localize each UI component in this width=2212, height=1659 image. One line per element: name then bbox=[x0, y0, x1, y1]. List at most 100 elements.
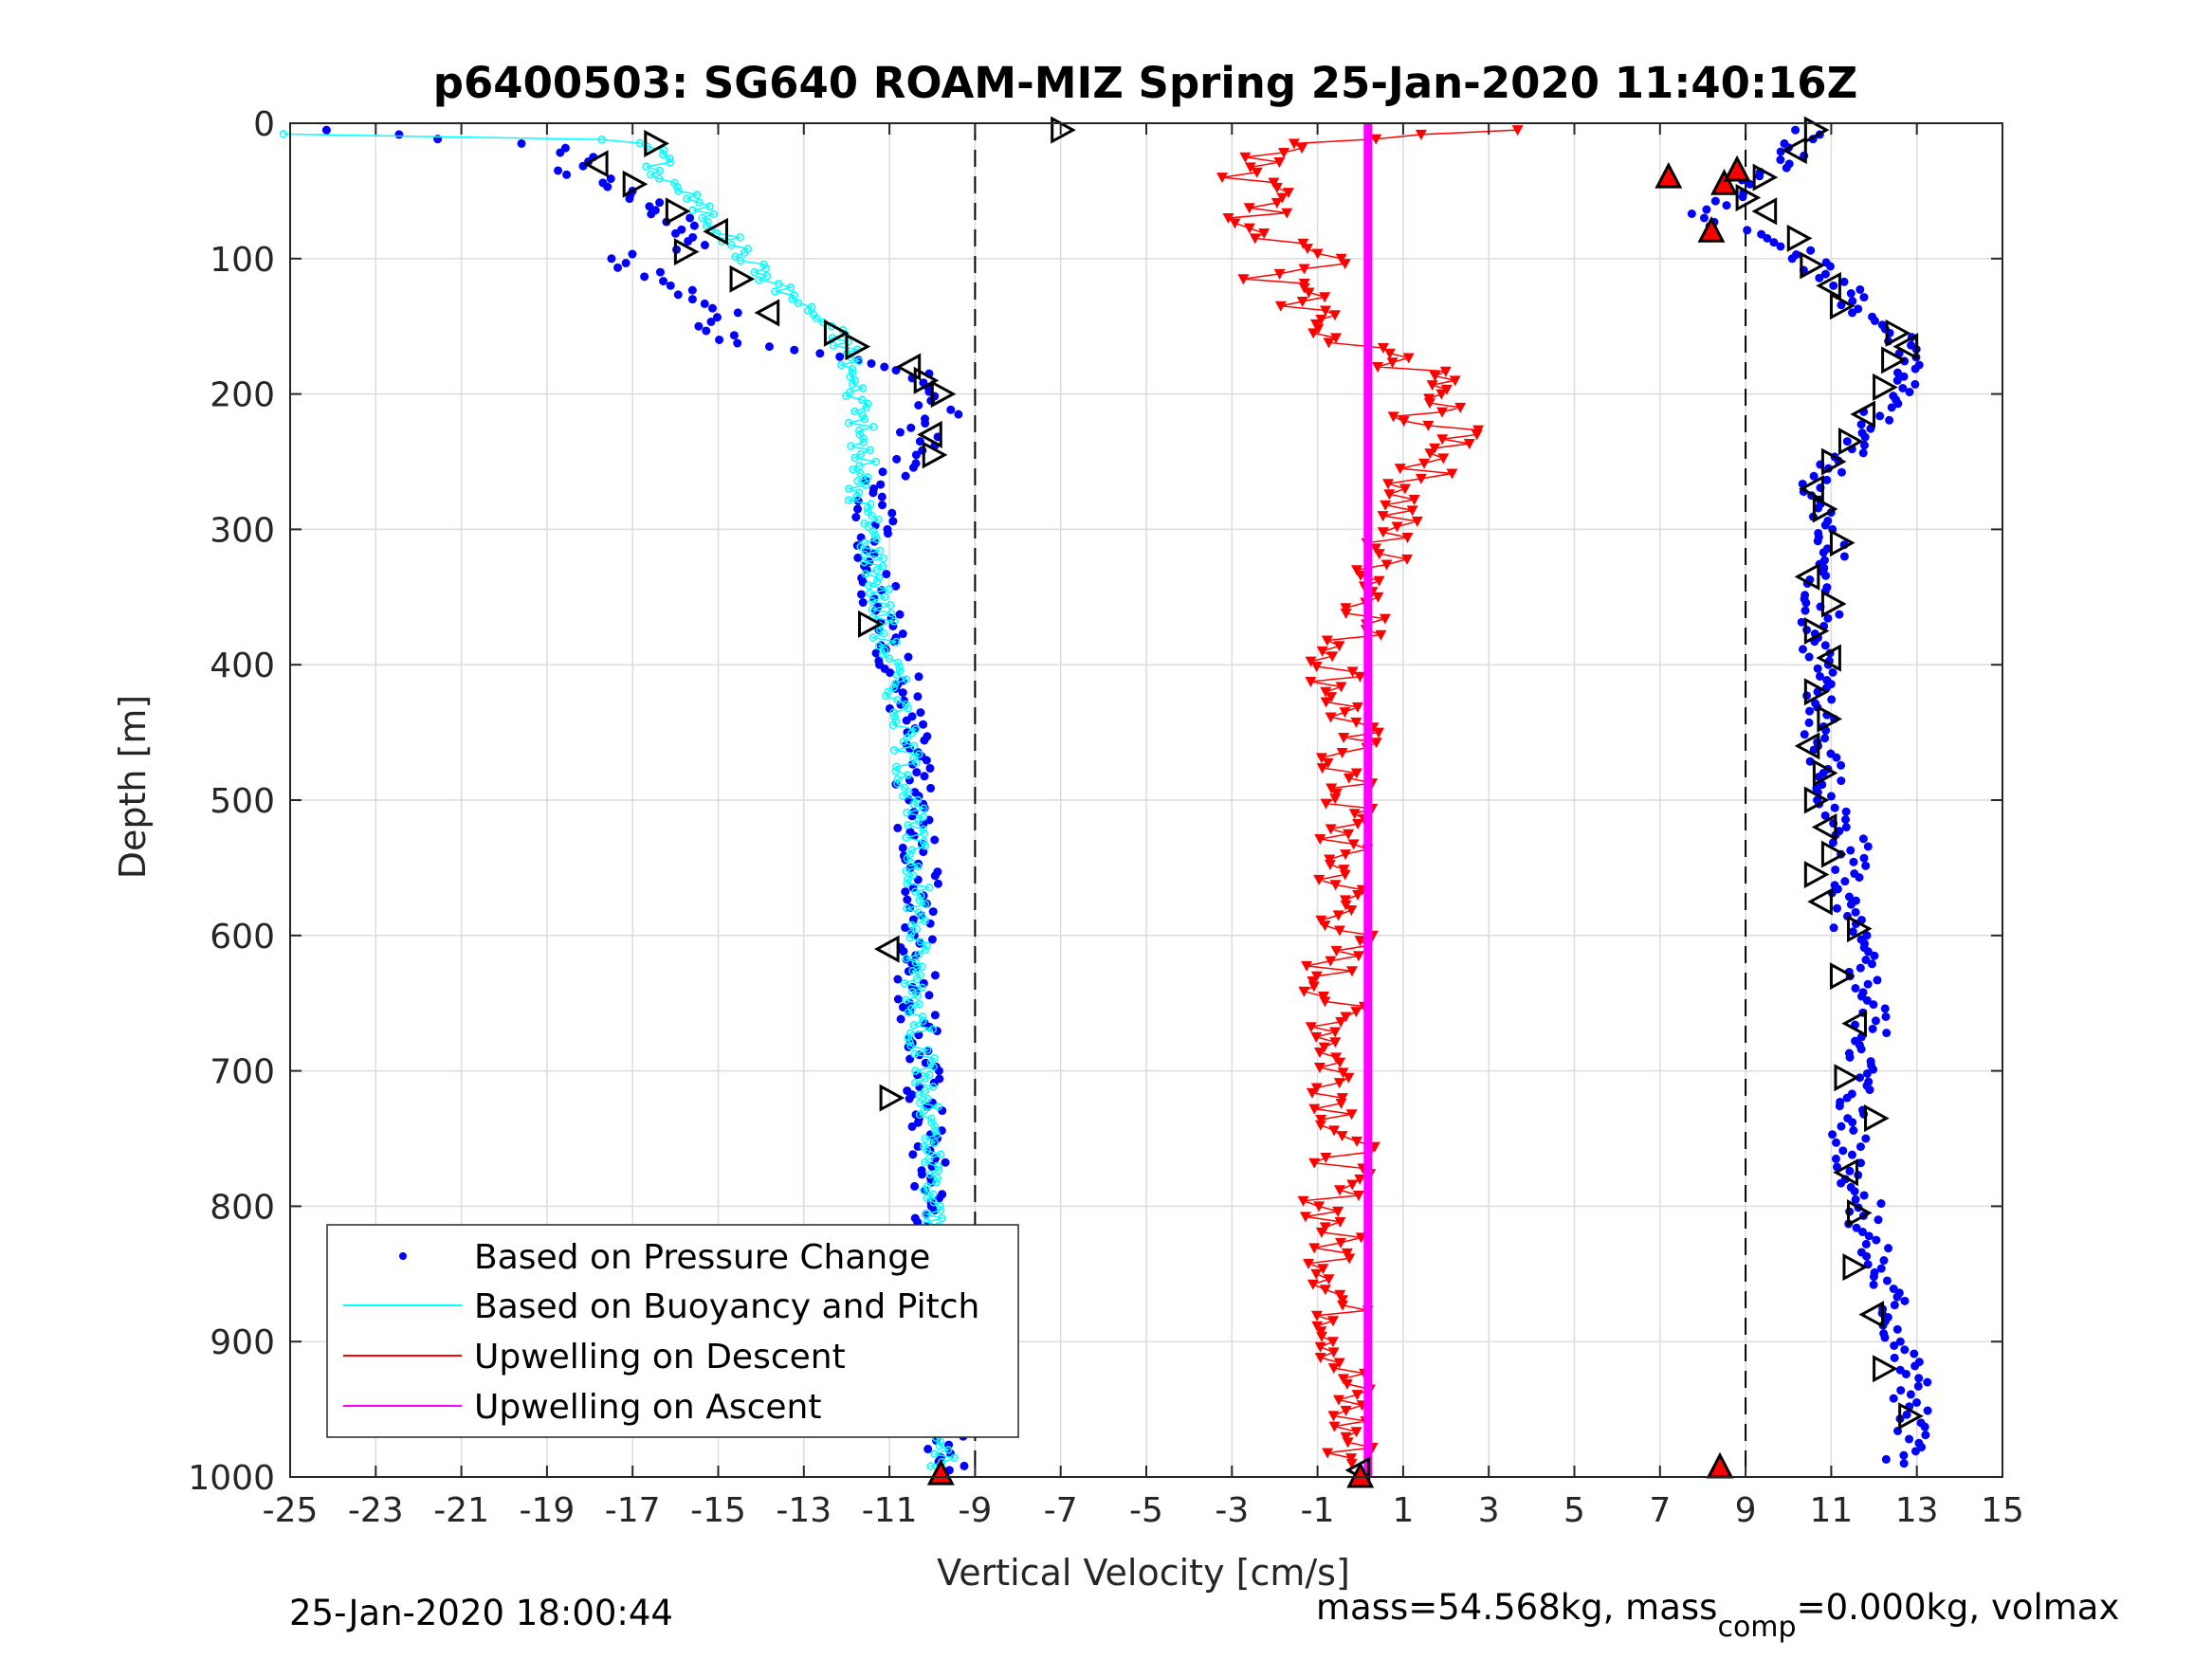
pressure-change-point bbox=[1864, 1231, 1874, 1241]
pressure-change-point bbox=[1837, 1178, 1846, 1188]
x-tick-label: -19 bbox=[519, 1491, 575, 1530]
pressure-change-point bbox=[1898, 383, 1908, 392]
buoyancy-pitch-point bbox=[921, 842, 930, 850]
buoyancy-pitch-point bbox=[860, 414, 869, 424]
pressure-change-point bbox=[1841, 823, 1851, 832]
buoyancy-pitch-point bbox=[902, 866, 910, 875]
upwelling-descent-point bbox=[1398, 483, 1411, 495]
upwelling-descent-point bbox=[1336, 1093, 1348, 1104]
upwelling-descent-point bbox=[1340, 1405, 1352, 1416]
buoyancy-pitch-point bbox=[862, 403, 870, 412]
upwelling-descent-point bbox=[1249, 233, 1261, 245]
pressure-change-point bbox=[1868, 1024, 1877, 1033]
pressure-change-point bbox=[1699, 213, 1709, 223]
buoyancy-pitch-point bbox=[936, 1202, 944, 1211]
buoyancy-pitch-point bbox=[934, 1103, 942, 1111]
open-triangle-marker bbox=[754, 299, 780, 327]
pressure-change-point bbox=[1787, 254, 1797, 264]
legend-entry-ascent: Upwelling on Ascent bbox=[474, 1388, 821, 1427]
buoyancy-pitch-point bbox=[854, 488, 864, 497]
pressure-change-point bbox=[1892, 1324, 1902, 1334]
upwelling-descent-point bbox=[1328, 1125, 1341, 1137]
buoyancy-pitch-point bbox=[930, 1138, 940, 1147]
pressure-change-point bbox=[895, 428, 905, 437]
buoyancy-pitch-point bbox=[905, 787, 913, 796]
pressure-change-point bbox=[908, 1150, 918, 1159]
pressure-change-point bbox=[1910, 364, 1920, 374]
buoyancy-pitch-point bbox=[868, 596, 877, 606]
x-tick-label: -23 bbox=[348, 1491, 404, 1530]
x-tick-label: 11 bbox=[1809, 1491, 1853, 1530]
upwelling-descent-point bbox=[1370, 738, 1382, 749]
pressure-change-point bbox=[1846, 289, 1856, 299]
pressure-change-point bbox=[1856, 1142, 1865, 1152]
buoyancy-pitch-point bbox=[919, 804, 928, 813]
upwelling-descent-point bbox=[1333, 641, 1345, 652]
upwelling-descent-point bbox=[1323, 1274, 1335, 1285]
buoyancy-pitch-point bbox=[889, 708, 898, 717]
pressure-change-point bbox=[919, 978, 928, 988]
pressure-change-point bbox=[1849, 1125, 1858, 1135]
x-tick-label: -15 bbox=[690, 1491, 746, 1530]
x-tick-label: -3 bbox=[1215, 1491, 1249, 1530]
y-tick-label: 400 bbox=[210, 647, 275, 685]
pressure-change-point bbox=[1887, 403, 1896, 412]
pressure-change-point bbox=[1921, 1431, 1930, 1440]
red-triangle-marker bbox=[926, 1458, 955, 1486]
open-triangle-marker bbox=[1846, 1199, 1873, 1228]
buoyancy-pitch-point bbox=[709, 210, 718, 219]
upwelling-descent-point bbox=[1351, 1136, 1363, 1147]
pressure-change-point bbox=[687, 285, 697, 295]
buoyancy-pitch-point bbox=[914, 816, 923, 826]
upwelling-descent-point bbox=[1377, 511, 1389, 522]
upwelling-descent-point bbox=[1402, 353, 1415, 364]
buoyancy-pitch-point bbox=[923, 1146, 931, 1155]
upwelling-descent-point bbox=[1314, 1120, 1326, 1131]
pressure-change-point bbox=[920, 736, 929, 745]
pressure-change-point bbox=[893, 994, 903, 1004]
upwelling-descent-point bbox=[1382, 479, 1395, 490]
upwelling-descent-point bbox=[1305, 677, 1317, 688]
pressure-change-point bbox=[835, 352, 845, 361]
buoyancy-pitch-point bbox=[919, 825, 928, 834]
buoyancy-pitch-point bbox=[919, 812, 928, 821]
buoyancy-pitch-point bbox=[698, 213, 707, 223]
pressure-change-point bbox=[1837, 301, 1846, 310]
upwelling-descent-point bbox=[1343, 773, 1355, 784]
pressure-change-point bbox=[607, 254, 616, 264]
pressure-change-point bbox=[853, 504, 863, 514]
buoyancy-pitch-point bbox=[859, 438, 868, 447]
pressure-change-point bbox=[1809, 745, 1819, 755]
upwelling-descent-point bbox=[1337, 1374, 1349, 1385]
buoyancy-pitch-point bbox=[912, 975, 922, 984]
upwelling-descent-point bbox=[1305, 656, 1317, 667]
pressure-change-point bbox=[321, 125, 331, 135]
buoyancy-pitch-point bbox=[880, 629, 888, 638]
open-triangle-marker bbox=[1842, 1253, 1869, 1282]
buoyancy-pitch-point bbox=[926, 1462, 936, 1470]
buoyancy-pitch-point bbox=[911, 887, 920, 896]
buoyancy-pitch-point bbox=[904, 704, 912, 713]
pressure-change-point bbox=[1855, 873, 1864, 883]
pressure-change-point bbox=[1870, 316, 1879, 325]
upwelling-descent-point bbox=[1383, 348, 1396, 359]
pressure-change-point bbox=[1896, 1386, 1906, 1395]
open-triangle-marker bbox=[1833, 1158, 1858, 1187]
upwelling-descent-point bbox=[1334, 1216, 1346, 1228]
pressure-change-point bbox=[878, 467, 887, 477]
buoyancy-pitch-point bbox=[914, 950, 923, 958]
open-triangle-marker bbox=[1803, 616, 1830, 646]
pressure-change-point bbox=[930, 1011, 940, 1020]
upwelling-descent-point bbox=[1243, 223, 1255, 234]
open-triangle-marker bbox=[917, 420, 942, 448]
buoyancy-pitch-point bbox=[666, 154, 674, 163]
upwelling-descent-point bbox=[1352, 1190, 1364, 1201]
buoyancy-pitch-point bbox=[842, 392, 850, 400]
pressure-change-point bbox=[915, 437, 924, 447]
pressure-change-point bbox=[1880, 1333, 1890, 1342]
buoyancy-pitch-point bbox=[861, 481, 870, 489]
buoyancy-pitch-point bbox=[868, 527, 878, 536]
upwelling-descent-point bbox=[1314, 834, 1326, 846]
pressure-change-point bbox=[700, 241, 709, 250]
open-triangle-marker bbox=[1812, 758, 1838, 787]
